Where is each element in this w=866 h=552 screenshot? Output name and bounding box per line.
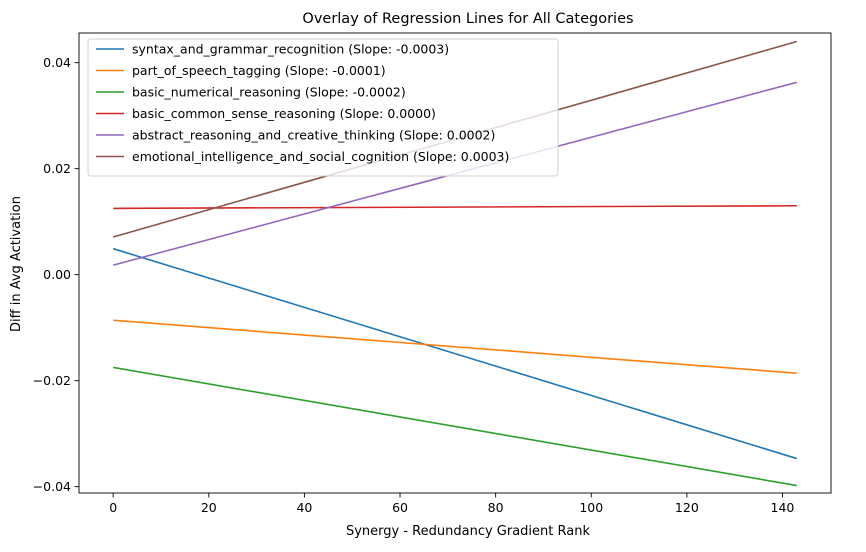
legend-label-2: part_of_speech_tagging (Slope: -0.0001): [132, 63, 386, 78]
chart-title: Overlay of Regression Lines for All Cate…: [302, 11, 633, 27]
y-tick-label: −0.02: [33, 373, 71, 388]
legend-label-1: syntax_and_grammar_recognition (Slope: -…: [132, 42, 449, 57]
x-tick-label: 40: [296, 500, 312, 515]
y-tick-label: 0.04: [43, 55, 71, 70]
x-axis-label: Synergy - Redundancy Gradient Rank: [346, 524, 590, 539]
series-line-4: [113, 204, 797, 210]
series-line-3: [113, 366, 797, 487]
plot-frame: [78, 32, 832, 494]
x-tick-label: 0: [109, 500, 117, 515]
y-axis-label: Diff in Avg Activation: [9, 196, 24, 332]
series-line-1: [112, 247, 798, 460]
y-tick-label: 0.00: [43, 267, 71, 282]
legend-label-5: abstract_reasoning_and_creative_thinking…: [132, 128, 495, 143]
x-tick-label: 120: [675, 500, 699, 515]
legend-label-4: basic_common_sense_reasoning (Slope: 0.0…: [132, 106, 436, 121]
y-tick-label: 0.02: [43, 161, 71, 176]
legend-box: [87, 38, 559, 177]
x-tick-label: 100: [579, 500, 603, 515]
plot-area: 0 20 40 60 80 100 120 140 −0.04 −0.02 0.00 0.02 0.04…: [33, 32, 832, 515]
x-tick-label: 20: [201, 500, 217, 515]
y-tick-label: −0.04: [33, 479, 71, 494]
legend-label-3: basic_numerical_reasoning (Slope: -0.000…: [132, 85, 406, 100]
legend-label-6: emotional_intelligence_and_social_cognit…: [132, 149, 509, 164]
x-tick-label: 140: [771, 500, 795, 515]
series-line-2: [113, 319, 797, 375]
x-tick-label: 60: [392, 500, 408, 515]
x-tick-label: 80: [488, 500, 504, 515]
